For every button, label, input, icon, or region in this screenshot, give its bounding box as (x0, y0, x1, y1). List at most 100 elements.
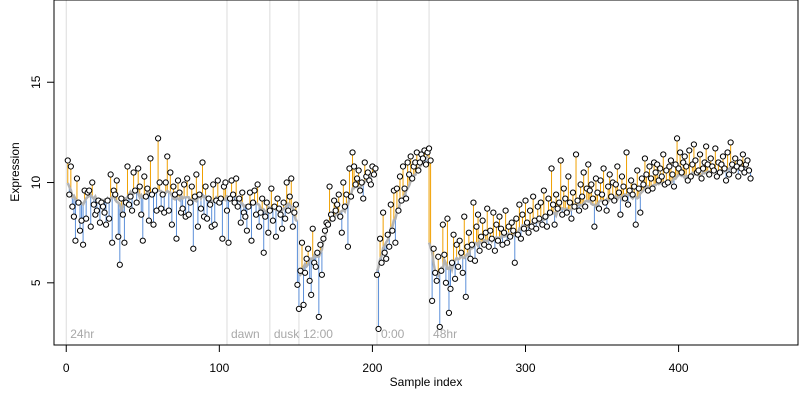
data-point (569, 189, 577, 196)
data-point (121, 239, 128, 246)
data-point (497, 225, 505, 232)
data-point (69, 203, 76, 210)
data-point (484, 205, 491, 212)
data-point (116, 261, 123, 268)
data-point (699, 165, 707, 172)
data-point (115, 233, 122, 240)
data-point (605, 183, 612, 190)
data-point (248, 237, 255, 244)
data-point (301, 269, 309, 276)
data-point (298, 239, 306, 246)
data-point (684, 177, 691, 184)
event-label-3: 12:00 (303, 327, 333, 341)
data-point (444, 215, 451, 222)
data-point (274, 195, 281, 202)
data-point (494, 237, 502, 244)
data-point (543, 223, 551, 230)
data-point (176, 189, 183, 196)
data-point (89, 179, 96, 186)
data-point (370, 171, 378, 178)
data-point (372, 165, 379, 172)
data-point (669, 171, 676, 178)
data-point (324, 221, 332, 228)
data-point (256, 223, 263, 230)
data-point (375, 325, 382, 333)
data-point (341, 203, 348, 210)
data-point (618, 173, 626, 180)
data-point (698, 175, 705, 182)
data-point (488, 235, 495, 242)
data-point (167, 169, 174, 176)
data-point (99, 203, 107, 210)
data-point (64, 157, 71, 164)
data-point (159, 191, 166, 198)
data-point (516, 201, 523, 208)
data-point (164, 153, 171, 160)
data-point (640, 181, 647, 188)
data-point (259, 195, 266, 202)
data-point (721, 165, 728, 172)
data-point (523, 219, 531, 226)
data-point (249, 199, 257, 206)
data-point (144, 185, 151, 192)
data-point (588, 181, 595, 188)
data-point (673, 135, 681, 142)
data-point (551, 221, 558, 228)
data-point (223, 207, 231, 214)
data-point (429, 297, 436, 304)
data-point (574, 197, 581, 204)
data-point (407, 153, 414, 160)
data-point (173, 235, 180, 242)
data-point (128, 207, 136, 214)
data-point (289, 223, 296, 230)
data-point (309, 225, 316, 232)
data-point (162, 179, 169, 186)
data-point (72, 237, 79, 244)
data-point (86, 187, 93, 194)
data-point (548, 165, 555, 172)
data-point (490, 209, 497, 216)
data-point (522, 197, 529, 204)
data-point (649, 185, 656, 192)
data-point (306, 277, 313, 284)
data-point (295, 305, 303, 312)
data-point (402, 195, 410, 202)
data-point (526, 207, 534, 214)
data-point (634, 167, 641, 174)
data-point (713, 173, 720, 180)
x-axis-label: Sample index (390, 375, 463, 389)
data-point (237, 219, 244, 226)
data-point (358, 179, 365, 186)
data-point (138, 211, 145, 218)
data-point (730, 167, 737, 174)
data-point (305, 245, 312, 252)
data-point (646, 163, 653, 170)
x-tick-label: 100 (209, 361, 229, 375)
data-point (194, 223, 202, 230)
data-point (546, 209, 554, 216)
data-point (565, 173, 572, 180)
data-point (598, 191, 606, 198)
data-point (554, 205, 561, 212)
data-point (158, 205, 165, 212)
data-point (340, 179, 347, 186)
data-point (706, 171, 713, 178)
data-point (474, 211, 482, 218)
data-point (217, 195, 224, 202)
data-point (292, 201, 299, 208)
data-point (577, 181, 584, 188)
data-point (447, 285, 454, 292)
data-point (663, 167, 670, 174)
data-point (560, 185, 567, 192)
data-point (608, 193, 615, 200)
data-point (520, 225, 528, 232)
data-point (660, 151, 667, 158)
data-point (718, 161, 725, 168)
data-point (222, 179, 229, 186)
data-point (455, 263, 462, 270)
data-point (234, 203, 241, 210)
data-point (291, 209, 298, 216)
data-point (381, 249, 388, 256)
data-point (611, 197, 618, 204)
